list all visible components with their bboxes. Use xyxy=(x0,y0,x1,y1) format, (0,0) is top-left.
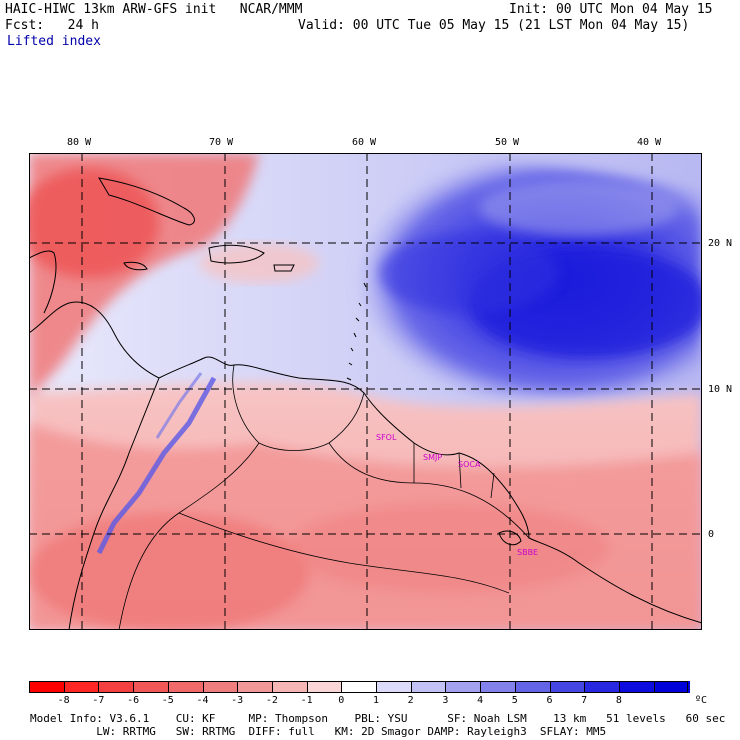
field-name: Lifted index xyxy=(7,34,101,49)
colorbar-tick-label: 2 xyxy=(407,695,414,706)
colorbar-swatch xyxy=(167,681,204,693)
colorbar-tick-label: 4 xyxy=(477,695,484,706)
unstable-core-amazon xyxy=(289,503,609,593)
colorbar-tick-label: 7 xyxy=(581,695,588,706)
valid-time: Valid: 00 UTC Tue 05 May 15 (21 LST Mon … xyxy=(298,18,690,33)
station-smjp: SMJP xyxy=(423,453,442,462)
colorbar-swatch xyxy=(271,681,309,693)
colorbar-tick-label: -4 xyxy=(196,695,209,706)
colorbar-swatch xyxy=(584,681,621,693)
colorbar: -8 -7 -6 -5 -4 -3 -2 -1 0 1 2 3 4 5 6 7 8 xyxy=(29,681,690,706)
neutral-caribbean xyxy=(199,243,319,283)
colorbar-swatch xyxy=(306,681,343,693)
station-sbbe: SBBE xyxy=(517,548,538,557)
colorbar-swatch xyxy=(514,681,551,693)
colorbar-swatch xyxy=(341,681,378,693)
colorbar-tick-label: -7 xyxy=(92,695,105,706)
lon-label: 60 W xyxy=(352,137,377,148)
lat-label: 10 N xyxy=(708,384,733,395)
station-sfol: SFOL xyxy=(376,433,397,442)
colorbar-swatch xyxy=(618,681,656,693)
colorbar-tick-label: 5 xyxy=(511,695,518,706)
colorbar-tick-label: -3 xyxy=(231,695,244,706)
lat-label: 0 xyxy=(708,529,715,540)
lat-label: 20 N xyxy=(708,238,733,249)
model-info-line2: LW: RRTMG SW: RRTMG DIFF: full KM: 2D Sm… xyxy=(30,725,607,738)
lon-label: 80 W xyxy=(67,137,92,148)
model-info-line1: Model Info: V3.6.1 CU: KF MP: Thompson P… xyxy=(30,712,726,725)
colorbar-tick-label: 0 xyxy=(338,695,345,706)
map-frame xyxy=(29,153,702,630)
colorbar-tick-label: -6 xyxy=(127,695,140,706)
lon-label: 50 W xyxy=(495,137,520,148)
colorbar-swatch xyxy=(29,681,65,693)
stable-region-west xyxy=(379,233,559,313)
colorbar-tick-label: 3 xyxy=(442,695,449,706)
lon-label: 70 W xyxy=(209,137,234,148)
init-time: Init: 00 UTC Mon 04 May 15 xyxy=(509,2,713,17)
unstable-core-south xyxy=(29,513,309,630)
colorbar-swatch xyxy=(410,681,447,693)
forecast-hour: Fcst: 24 h xyxy=(5,18,99,33)
station-soca: SOCA xyxy=(458,460,481,469)
colorbar-swatch xyxy=(549,681,586,693)
colorbar-tick-label: 1 xyxy=(372,695,380,706)
colorbar-tick-label: 6 xyxy=(546,695,553,706)
colorbar-swatch xyxy=(202,681,239,693)
colorbar-tick-label: 8 xyxy=(615,695,622,706)
colorbar-swatch xyxy=(133,681,170,693)
colorbar-tick-label: -8 xyxy=(57,695,70,706)
lon-label: 40 W xyxy=(637,137,662,148)
colorbar-swatch xyxy=(445,681,482,693)
lifted-index-map: SFOL SMJP SOCA SBBE xyxy=(29,153,702,630)
graticule xyxy=(29,153,702,630)
colorbar-swatch xyxy=(98,681,135,693)
colorbar-unit: ºC xyxy=(695,695,708,706)
colorbar-swatch xyxy=(653,681,690,693)
model-title: HAIC-HIWC 13km ARW-GFS init NCAR/MMM xyxy=(5,2,303,17)
colorbar-frame xyxy=(29,681,689,693)
unstable-core-northwest xyxy=(29,168,159,278)
colorbar-swatch xyxy=(63,681,100,693)
coastlines xyxy=(29,177,702,630)
andes-stable-streak xyxy=(96,376,217,555)
colorbar-swatch xyxy=(480,681,517,693)
andes-stable-streak xyxy=(155,372,203,439)
colorbar-tick-label: -5 xyxy=(161,695,174,706)
stable-region-north xyxy=(479,180,679,236)
colorbar-tick-label: -2 xyxy=(265,695,278,706)
colorbar-swatch xyxy=(237,681,274,693)
station-labels: SFOL SMJP SOCA SBBE xyxy=(376,433,538,557)
colorbar-swatch xyxy=(376,681,413,693)
colorbar-tick-label: -1 xyxy=(300,695,313,706)
